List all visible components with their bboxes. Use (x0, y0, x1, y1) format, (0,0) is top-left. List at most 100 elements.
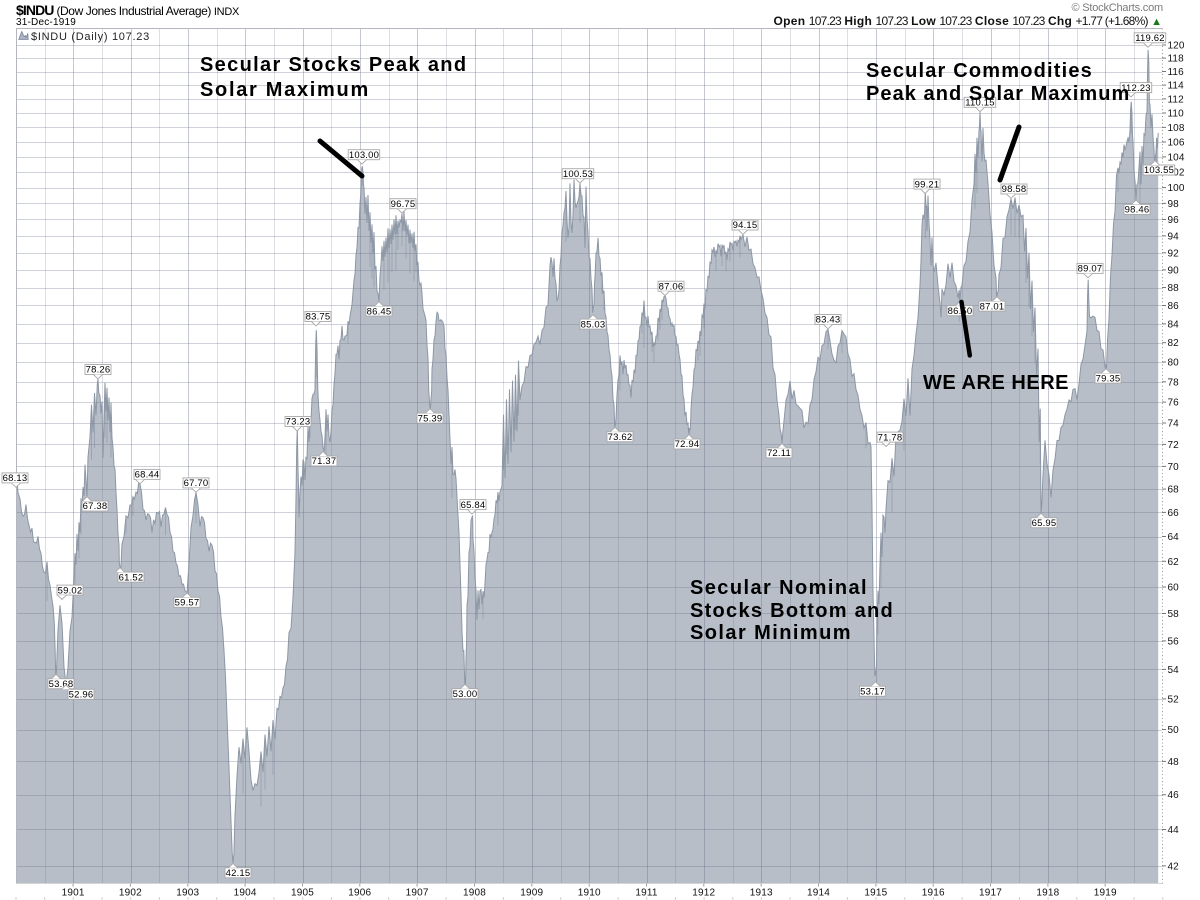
svg-text:100.53: 100.53 (563, 169, 593, 180)
svg-text:85.03: 85.03 (581, 319, 606, 330)
svg-text:104: 104 (1168, 152, 1185, 163)
svg-text:119.62: 119.62 (1135, 33, 1165, 44)
svg-text:110: 110 (1168, 109, 1185, 120)
svg-text:75.39: 75.39 (418, 413, 443, 424)
svg-text:94: 94 (1168, 231, 1180, 242)
svg-text:1907: 1907 (406, 888, 429, 899)
svg-text:84: 84 (1168, 319, 1180, 330)
svg-text:108: 108 (1168, 123, 1185, 134)
svg-text:1905: 1905 (291, 888, 314, 899)
svg-text:88: 88 (1168, 283, 1180, 294)
svg-text:1906: 1906 (348, 888, 371, 899)
svg-text:103.00: 103.00 (349, 150, 379, 161)
svg-text:96: 96 (1168, 215, 1180, 226)
svg-text:59.57: 59.57 (175, 598, 200, 609)
svg-text:66: 66 (1168, 508, 1180, 519)
svg-text:83.75: 83.75 (306, 312, 331, 323)
svg-text:98.46: 98.46 (1125, 205, 1150, 216)
svg-text:54: 54 (1168, 665, 1180, 676)
svg-text:114: 114 (1168, 81, 1185, 92)
svg-text:1901: 1901 (62, 888, 85, 899)
svg-text:98.58: 98.58 (1002, 184, 1027, 195)
svg-text:1913: 1913 (750, 888, 773, 899)
svg-text:72.94: 72.94 (675, 439, 700, 450)
svg-text:102: 102 (1168, 168, 1185, 179)
svg-text:71.78: 71.78 (878, 432, 903, 443)
svg-text:68.13: 68.13 (3, 473, 28, 484)
svg-text:42.15: 42.15 (226, 868, 251, 879)
svg-text:70: 70 (1168, 462, 1180, 473)
svg-text:110.15: 110.15 (965, 98, 995, 109)
svg-text:1911: 1911 (635, 888, 658, 899)
svg-text:1903: 1903 (176, 888, 199, 899)
svg-text:52.96: 52.96 (69, 690, 94, 701)
svg-text:86.45: 86.45 (367, 306, 392, 317)
svg-text:106: 106 (1168, 138, 1185, 149)
svg-text:76: 76 (1168, 398, 1180, 409)
svg-text:1902: 1902 (119, 888, 142, 899)
svg-text:59.02: 59.02 (58, 585, 83, 596)
svg-text:73.23: 73.23 (286, 417, 311, 428)
svg-text:1914: 1914 (807, 888, 830, 899)
svg-text:80: 80 (1168, 358, 1180, 369)
svg-text:73.62: 73.62 (608, 432, 633, 443)
svg-text:112: 112 (1168, 94, 1185, 105)
svg-text:1912: 1912 (692, 888, 715, 899)
svg-text:74: 74 (1168, 419, 1180, 430)
svg-text:103.55: 103.55 (1144, 165, 1174, 176)
svg-text:61.52: 61.52 (119, 572, 144, 583)
svg-text:1910: 1910 (578, 888, 601, 899)
svg-text:53.17: 53.17 (860, 686, 885, 697)
svg-text:48: 48 (1168, 757, 1180, 768)
svg-text:72.11: 72.11 (767, 448, 791, 459)
svg-text:46: 46 (1168, 790, 1180, 801)
svg-text:98: 98 (1168, 199, 1180, 210)
svg-text:120: 120 (1168, 41, 1185, 52)
svg-text:1908: 1908 (463, 888, 486, 899)
svg-text:1909: 1909 (520, 888, 543, 899)
svg-text:86: 86 (1168, 301, 1180, 312)
svg-text:52: 52 (1168, 694, 1180, 705)
svg-text:1918: 1918 (1036, 888, 1059, 899)
svg-text:72: 72 (1168, 440, 1180, 451)
svg-text:58: 58 (1168, 609, 1180, 620)
svg-text:116: 116 (1168, 67, 1185, 78)
svg-text:96.75: 96.75 (391, 199, 416, 210)
svg-text:53.68: 53.68 (49, 679, 74, 690)
svg-text:44: 44 (1168, 825, 1180, 836)
svg-text:118: 118 (1168, 54, 1185, 65)
svg-text:1904: 1904 (234, 888, 257, 899)
svg-text:1916: 1916 (922, 888, 945, 899)
svg-text:99.21: 99.21 (915, 179, 940, 190)
svg-text:53.00: 53.00 (453, 689, 478, 700)
svg-text:100: 100 (1168, 183, 1185, 194)
svg-text:65.84: 65.84 (461, 500, 486, 511)
svg-text:87.06: 87.06 (659, 281, 684, 292)
svg-text:62: 62 (1168, 557, 1180, 568)
svg-text:90: 90 (1168, 265, 1180, 276)
svg-text:89.07: 89.07 (1078, 264, 1103, 275)
svg-text:50: 50 (1168, 725, 1180, 736)
svg-text:1915: 1915 (864, 888, 887, 899)
svg-text:92: 92 (1168, 248, 1180, 259)
svg-text:78: 78 (1168, 377, 1180, 388)
svg-text:56: 56 (1168, 636, 1180, 647)
svg-text:68: 68 (1168, 485, 1180, 496)
svg-text:86.50: 86.50 (948, 306, 973, 317)
svg-text:94.15: 94.15 (733, 220, 758, 231)
svg-text:1919: 1919 (1094, 888, 1117, 899)
svg-text:83.43: 83.43 (816, 315, 841, 326)
svg-text:64: 64 (1168, 532, 1180, 543)
svg-text:1917: 1917 (979, 888, 1002, 899)
svg-text:65.95: 65.95 (1032, 518, 1057, 529)
svg-text:112.23: 112.23 (1121, 83, 1151, 94)
svg-text:78.26: 78.26 (86, 365, 111, 376)
svg-text:42: 42 (1168, 861, 1180, 872)
svg-text:82: 82 (1168, 338, 1180, 349)
svg-text:60: 60 (1168, 583, 1180, 594)
svg-text:79.35: 79.35 (1096, 373, 1121, 384)
svg-text:87.01: 87.01 (980, 301, 1005, 312)
svg-text:68.44: 68.44 (135, 470, 160, 481)
svg-text:67.38: 67.38 (83, 501, 108, 512)
svg-text:67.70: 67.70 (184, 478, 209, 489)
